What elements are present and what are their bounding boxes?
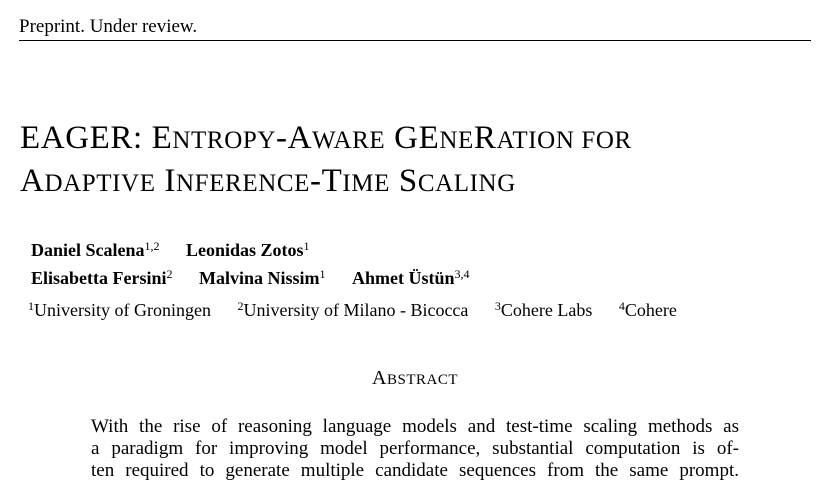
affiliation: 3Cohere Labs (494, 299, 593, 320)
title-word: INFERENCE (155, 163, 311, 199)
affiliations: 1University of Groningen 2University of … (28, 294, 699, 322)
abstract-heading: ABSTRACT (372, 367, 458, 389)
author-name: Elisabetta Fersini2 (31, 267, 173, 288)
abstract-line: a paradigm for improving model performan… (91, 438, 739, 459)
affiliation: 1University of Groningen (28, 299, 211, 320)
header-rule (19, 40, 811, 41)
abstract-line: With the rise of reasoning language mode… (91, 416, 739, 437)
title-line-2: ADAPTIVE INFERENCE-TIME SCALING (20, 161, 820, 204)
title-word: SCALING (390, 163, 516, 199)
author-name: Ahmet Üstün3,4 (352, 267, 470, 288)
title-word: EAGER (20, 120, 133, 156)
author-name: Daniel Scalena1,2 (31, 239, 160, 260)
title-word: -TIME (310, 163, 391, 199)
paper-title: EAGER: ENTROPY-AWARE GENERATION FOR ADAP… (20, 118, 820, 204)
title-word: RATION FOR (473, 120, 632, 156)
author-row-1: Daniel Scalena1,2 Leonidas Zotos1 (31, 234, 699, 262)
affiliation: 2University of Milano - Bicocca (237, 299, 469, 320)
title-word: -AWARE (276, 120, 386, 156)
author-block: Daniel Scalena1,2 Leonidas Zotos1 Elisab… (28, 234, 699, 322)
author-name: Leonidas Zotos1 (186, 239, 310, 260)
title-word: ADAPTIVE (20, 163, 156, 199)
preprint-note: Preprint. Under review. (19, 16, 198, 37)
author-name: Malvina Nissim1 (199, 267, 326, 288)
affiliation: 4Cohere (618, 299, 677, 320)
title-word: GENE (385, 120, 474, 156)
author-row-2: Elisabetta Fersini2 Malvina Nissim1 Ahme… (31, 262, 699, 290)
title-line-1: EAGER: ENTROPY-AWARE GENERATION FOR (20, 118, 820, 161)
abstract-line: ten required to generate multiple candid… (91, 460, 739, 481)
title-word: : ENTROPY (133, 120, 277, 156)
abstract-body: With the rise of reasoning language mode… (91, 416, 739, 482)
